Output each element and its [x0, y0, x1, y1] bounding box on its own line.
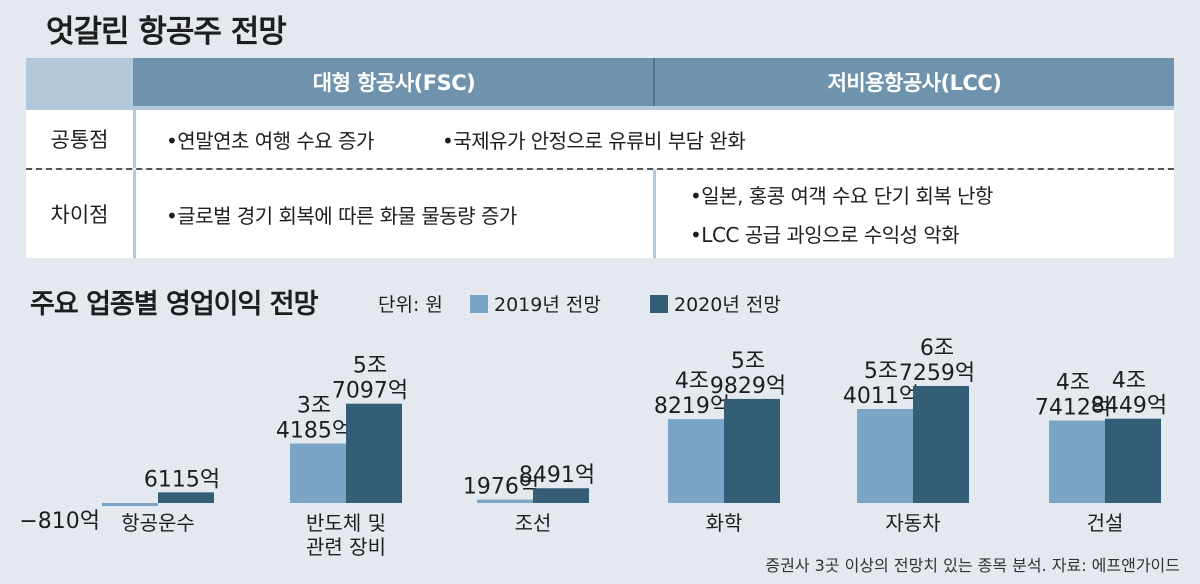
common-item: •연말연초 여행 수요 증가 — [166, 129, 374, 153]
bar-2020-3 — [724, 398, 780, 503]
value-label: 4조 7412억 — [1035, 371, 1111, 421]
table-header-fsc: 대형 항공사(FSC) — [133, 58, 655, 106]
source-note: 증권사 3곳 이상의 전망치 있는 종목 분석. 자료: 에프앤가이드 — [765, 556, 1180, 575]
row-divider — [133, 110, 136, 168]
chart-unit: 단위: 원 — [378, 294, 443, 316]
column-divider — [653, 170, 656, 258]
value-label: 5조 9829억 — [710, 349, 786, 399]
category-label: 조선 — [515, 511, 552, 535]
bar-2020-1 — [346, 403, 402, 503]
bar-2020-4 — [913, 386, 969, 503]
infographic-title: 엇갈린 항공주 전망 — [46, 14, 287, 50]
value-label-negative: −810억 — [19, 509, 100, 534]
diff-lcc-cell: •일본, 홍콩 여객 수요 단기 회복 난항 •LCC 공급 과잉으로 수익성 … — [656, 170, 1174, 258]
bar-2020-2 — [533, 488, 589, 503]
bar-2019-5 — [1049, 420, 1105, 503]
bar-2020-0 — [158, 492, 214, 503]
value-label: 6115억 — [144, 467, 220, 492]
diff-lcc-item: •일본, 홍콩 여객 수요 단기 회복 난항 — [690, 184, 993, 208]
legend-label-2020: 2020년 전망 — [674, 294, 781, 316]
value-label: 6조 7259억 — [899, 336, 975, 386]
table-header-blank — [26, 58, 133, 106]
legend-swatch-2020 — [650, 294, 668, 313]
table-header-separator — [653, 58, 656, 106]
value-label: 5조 7097억 — [332, 354, 408, 404]
row-label-diff: 차이점 — [26, 170, 133, 258]
category-label: 반도체 및 관련 장비 — [306, 511, 386, 559]
chart-title: 주요 업종별 영업이익 전망 — [30, 289, 318, 320]
category-label: 항공운수 — [121, 511, 195, 535]
row-separator-dashed — [26, 168, 1174, 170]
bar-2019-1 — [290, 443, 346, 503]
bar-2019-2 — [477, 499, 533, 503]
diff-lcc-item: •LCC 공급 과잉으로 수익성 악화 — [690, 223, 960, 247]
bar-2019-4 — [857, 409, 913, 503]
legend-2020: 2020년 전망 — [650, 290, 781, 317]
category-label: 건설 — [1087, 511, 1124, 535]
legend-2019: 2019년 전망 — [470, 290, 601, 317]
value-label: 5조 4011억 — [843, 359, 919, 409]
bar-2020-5 — [1105, 418, 1161, 503]
value-label: 3조 4185억 — [276, 394, 352, 444]
value-label: 1976억 — [463, 475, 539, 500]
diff-fsc-cell: •글로벌 경기 회복에 따른 화물 물동량 증가 — [136, 170, 653, 258]
bar-2019-3 — [668, 419, 724, 503]
legend-swatch-2019 — [470, 294, 488, 313]
comparison-table: 대형 항공사(FSC) 저비용항공사(LCC) 공통점 •연말연초 여행 수요 … — [26, 58, 1174, 258]
table-header-lcc: 저비용항공사(LCC) — [655, 58, 1174, 106]
row-label-common: 공통점 — [26, 110, 133, 168]
common-item: •국제유가 안정으로 유류비 부담 완화 — [442, 129, 746, 153]
row-divider — [133, 170, 136, 258]
diff-fsc-item: •글로벌 경기 회복에 따른 화물 물동량 증가 — [166, 204, 517, 228]
table-header-underline — [26, 106, 1174, 110]
common-cell: •연말연초 여행 수요 증가 •국제유가 안정으로 유류비 부담 완화 — [136, 110, 1174, 168]
value-label: 4조 8449억 — [1091, 369, 1167, 419]
legend-label-2019: 2019년 전망 — [494, 294, 601, 316]
value-label: 4조 8219억 — [654, 369, 730, 419]
category-label: 화학 — [706, 511, 743, 535]
bar-2019-0 — [102, 503, 158, 506]
category-label: 자동차 — [885, 511, 940, 535]
value-label: 8491억 — [519, 463, 595, 488]
